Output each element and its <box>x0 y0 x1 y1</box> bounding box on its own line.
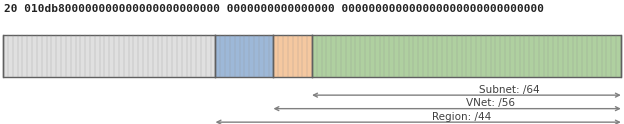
Bar <box>273 35 312 77</box>
Text: Region: /44: Region: /44 <box>432 112 491 122</box>
Bar <box>215 35 273 77</box>
Text: VNet: /56: VNet: /56 <box>466 98 515 108</box>
Bar <box>3 35 621 77</box>
Text: 20 010db800000000000000000000000 0000000000000000 000000000000000000000000000000: 20 010db800000000000000000000000 0000000… <box>4 4 544 14</box>
Bar <box>312 35 621 77</box>
Text: Subnet: /64: Subnet: /64 <box>479 85 540 94</box>
Bar <box>3 35 215 77</box>
